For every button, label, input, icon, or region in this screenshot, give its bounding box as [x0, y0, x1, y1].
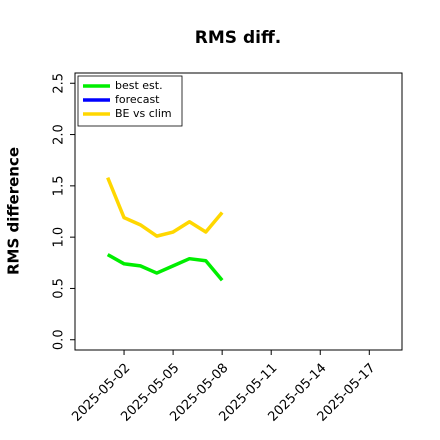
- chart-title: RMS diff.: [195, 28, 281, 48]
- line-series: [106, 253, 224, 282]
- y-tick-label: 2.5: [52, 73, 67, 94]
- y-tick-label: 2.0: [52, 124, 67, 145]
- legend-label: BE vs clim: [115, 107, 172, 120]
- legend-label: best est.: [115, 79, 163, 92]
- y-tick-label: 1.5: [52, 176, 67, 197]
- y-tick-label: 0.5: [52, 278, 67, 299]
- y-tick-label: 1.0: [52, 227, 67, 248]
- line-series: [106, 176, 224, 238]
- plot-frame: [74, 72, 403, 351]
- legend-label: forecast: [115, 93, 160, 106]
- y-tick-label: 0.0: [52, 329, 67, 350]
- y-axis-label: RMS difference: [5, 147, 23, 275]
